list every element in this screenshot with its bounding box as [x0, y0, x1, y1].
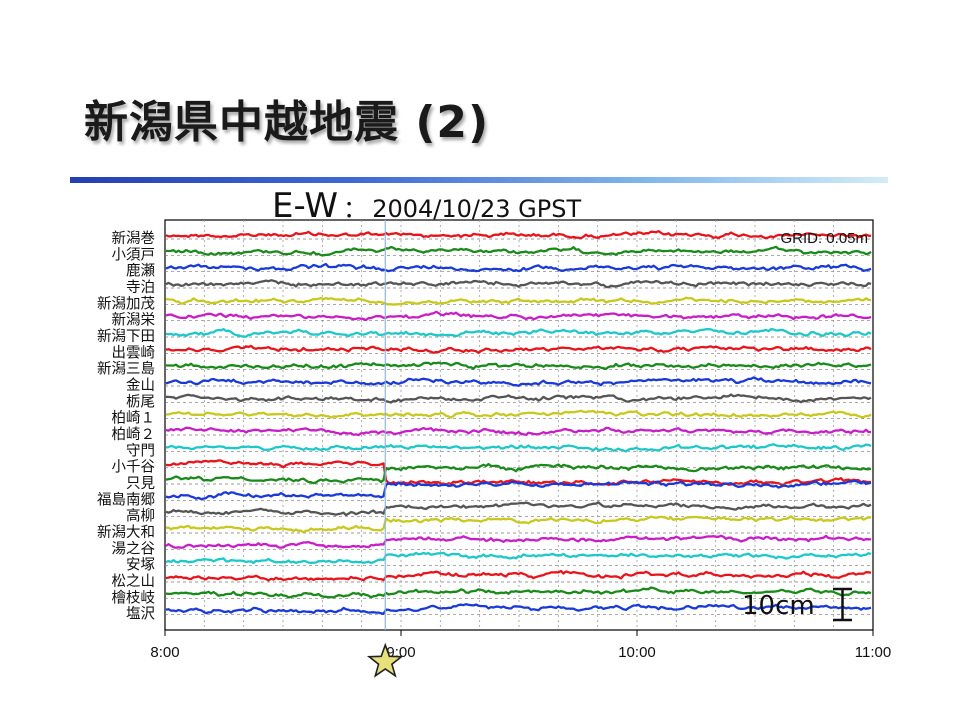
station-trace	[165, 344, 872, 354]
station-label: 出雲崎	[112, 344, 156, 361]
station-trace	[165, 361, 872, 371]
station-label: 只見	[126, 476, 155, 492]
station-trace	[165, 393, 872, 404]
station-trace	[165, 443, 872, 453]
station-trace	[165, 515, 872, 534]
chart-title: E-W ： 2004/10/23 GPST	[272, 186, 581, 226]
station-label: 柏崎２	[112, 426, 156, 443]
station-label: 小千谷	[112, 459, 156, 476]
station-trace	[165, 426, 872, 437]
chart-title-component: E-W	[272, 186, 338, 226]
x-tick-label: 8:00	[150, 644, 179, 661]
station-trace	[165, 459, 872, 487]
station-label: 新潟三島	[97, 361, 155, 378]
station-trace	[165, 409, 872, 419]
x-tick-label: 10:00	[618, 644, 656, 661]
chart-title-date: 2004/10/23 GPST	[372, 195, 582, 223]
station-label: 湯之谷	[112, 540, 156, 557]
station-label: 新潟下田	[97, 328, 155, 345]
station-label: 新潟大和	[97, 524, 155, 541]
station-trace	[165, 586, 872, 599]
scale-bar-label: 10cm	[742, 591, 815, 621]
station-trace	[165, 229, 872, 240]
station-label: 新潟栄	[112, 312, 156, 329]
grid-size-label: GRID: 0.05m	[780, 230, 868, 247]
station-trace	[165, 534, 872, 549]
station-label: 寺泊	[126, 279, 155, 296]
station-trace	[165, 479, 872, 501]
station-label: 高柳	[126, 508, 155, 525]
station-trace	[165, 603, 872, 615]
station-label: 松之山	[112, 573, 156, 590]
station-label: 檜枝岐	[112, 588, 156, 606]
station-label: 柏崎１	[112, 410, 156, 427]
station-traces	[165, 229, 873, 616]
station-trace	[165, 327, 872, 338]
station-label: 小須戸	[112, 246, 156, 263]
slide-title: 新潟県中越地震 (2)	[84, 97, 490, 148]
station-trace	[165, 296, 872, 306]
station-trace	[165, 569, 872, 582]
station-label: 新潟巻	[112, 230, 156, 247]
title-divider	[70, 177, 888, 183]
station-trace	[165, 501, 872, 517]
station-trace	[165, 262, 872, 273]
station-label: 栃尾	[126, 393, 155, 410]
station-label: 金山	[126, 377, 155, 394]
x-tick-label: 11:00	[855, 644, 891, 661]
station-trace	[165, 551, 872, 565]
station-trace	[165, 245, 872, 257]
chart-title-separator: ：	[343, 195, 368, 223]
scale-bar	[833, 587, 852, 622]
station-label: 新潟加茂	[97, 295, 155, 312]
x-axis-ticks: 8:00 9:00 10:00 11:00	[150, 630, 891, 661]
station-label: 守門	[126, 442, 155, 459]
station-trace	[165, 376, 872, 387]
station-label: 塩沢	[126, 606, 155, 623]
station-label: 福島南郷	[97, 491, 155, 508]
station-trace	[165, 462, 872, 485]
station-trace	[165, 279, 872, 289]
vertical-gridlines	[203, 220, 835, 630]
earthquake-star-icon	[366, 642, 404, 678]
station-trace	[165, 310, 872, 322]
station-label: 鹿瀬	[126, 263, 155, 280]
station-label: 安塚	[126, 557, 155, 574]
station-labels: 新潟巻小須戸鹿瀬寺泊新潟加茂新潟栄新潟下田出雲崎新潟三島金山栃尾柏崎１柏崎２守門…	[97, 230, 155, 623]
